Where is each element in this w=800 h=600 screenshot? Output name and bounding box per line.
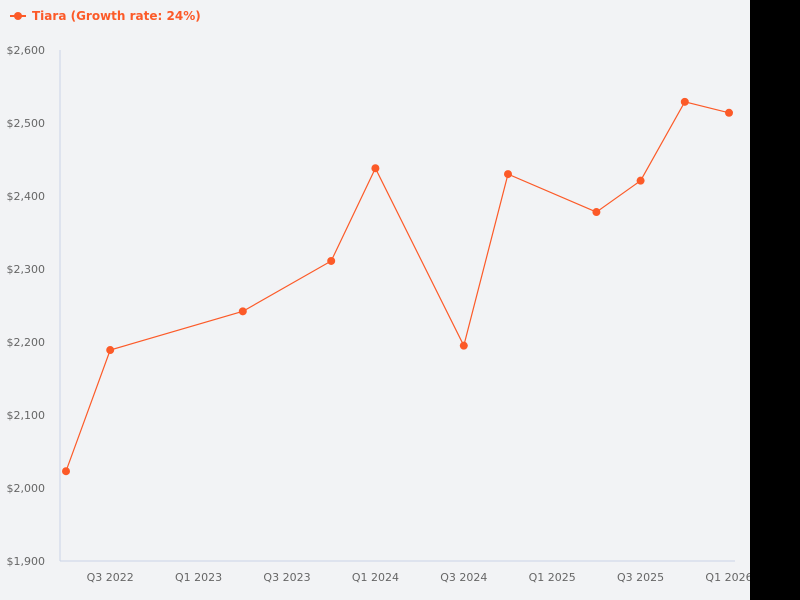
data-point[interactable] [371, 164, 380, 173]
data-point[interactable] [504, 170, 512, 179]
data-point[interactable] [106, 346, 115, 355]
data-point[interactable] [592, 208, 601, 217]
x-tick-label: Q3 2023 [263, 571, 310, 584]
data-point[interactable] [62, 467, 70, 476]
data-point[interactable] [680, 97, 689, 106]
line-chart: $1,900 $2,000 $2,100 $2,200 $2,300 $2,400 $2,5… [7, 44, 751, 584]
data-point[interactable] [327, 256, 336, 265]
data-point[interactable] [636, 176, 645, 185]
y-tick-label: $2,300 [7, 263, 46, 276]
y-tick-label: $2,100 [7, 409, 46, 422]
x-tick-label: Q1 2026 [705, 571, 750, 584]
y-tick-label: $2,600 [7, 44, 46, 57]
y-tick-label: $1,900 [7, 555, 46, 568]
y-tick-label: $2,400 [7, 190, 46, 203]
data-point[interactable] [725, 108, 733, 117]
x-tick-label: Q1 2025 [529, 571, 576, 584]
y-tick-label: $2,500 [7, 117, 46, 130]
series-line [65, 101, 730, 472]
legend-label: Tiara (Growth rate: 24%) [32, 9, 201, 23]
x-tick-label: Q3 2025 [617, 571, 664, 584]
x-tick-label: Q3 2024 [440, 571, 487, 584]
legend-marker-icon [10, 12, 26, 20]
y-tick-label: $2,000 [7, 482, 46, 495]
y-tick-label: $2,200 [7, 336, 46, 349]
chart-area: Tiara (Growth rate: 24%) $1,900 $2,000 $2,… [0, 0, 750, 600]
data-point[interactable] [459, 341, 468, 350]
data-point[interactable] [238, 307, 247, 316]
x-tick-label: Q3 2022 [87, 571, 134, 584]
x-tick-label: Q1 2024 [352, 571, 399, 584]
legend[interactable]: Tiara (Growth rate: 24%) [10, 9, 201, 23]
x-tick-label: Q1 2023 [175, 571, 222, 584]
